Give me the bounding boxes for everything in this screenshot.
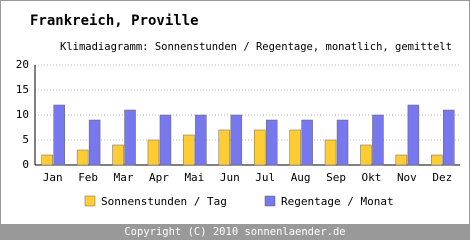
x-tick-label: Nov bbox=[397, 171, 417, 184]
x-tick-label: Aug bbox=[291, 171, 311, 184]
bar bbox=[230, 114, 243, 166]
bar bbox=[195, 114, 207, 166]
bar bbox=[76, 149, 89, 166]
bar bbox=[431, 154, 443, 166]
bar bbox=[395, 154, 408, 166]
bar bbox=[147, 139, 160, 166]
x-tick-label: Jun bbox=[220, 171, 240, 184]
y-tick-label: 20 bbox=[16, 58, 29, 71]
legend-label: Sonnenstunden / Tag bbox=[101, 195, 227, 208]
bar bbox=[159, 114, 172, 166]
x-tick-label: Dez bbox=[432, 171, 452, 184]
x-tick-label: Jan bbox=[43, 171, 63, 184]
bar bbox=[112, 144, 124, 166]
x-tick-label: Feb bbox=[78, 171, 98, 184]
bar bbox=[88, 119, 101, 166]
bar bbox=[124, 109, 136, 166]
bar bbox=[360, 144, 372, 166]
y-tick-label: 15 bbox=[16, 83, 29, 96]
legend-swatch bbox=[264, 195, 276, 207]
footer-bar bbox=[0, 224, 470, 240]
chart-subtitle: Klimadiagramm: Sonnenstunden / Regentage… bbox=[60, 41, 452, 53]
bar bbox=[218, 129, 231, 166]
bar bbox=[289, 129, 301, 166]
bar bbox=[407, 104, 420, 166]
bar bbox=[301, 119, 313, 166]
bar bbox=[372, 114, 384, 166]
legend-label: Regentage / Monat bbox=[281, 195, 394, 208]
x-tick-label: Jul bbox=[255, 171, 275, 184]
x-tick-label: Apr bbox=[149, 171, 169, 184]
y-tick-label: 5 bbox=[22, 133, 29, 146]
y-tick-label: 0 bbox=[22, 158, 29, 171]
x-tick-label: Sep bbox=[326, 171, 346, 184]
chart-title: Frankreich, Proville bbox=[30, 13, 199, 29]
bar bbox=[336, 119, 349, 166]
x-tick-label: Mai bbox=[184, 171, 204, 184]
bar bbox=[41, 154, 53, 166]
legend-swatch bbox=[84, 195, 96, 207]
x-tick-label: Mar bbox=[114, 171, 134, 184]
bar bbox=[183, 134, 195, 166]
y-tick-label: 10 bbox=[16, 108, 29, 121]
footer: Copyright (C) 2010 sonnenlaender.de bbox=[124, 226, 345, 238]
x-tick-label: Okt bbox=[362, 171, 382, 184]
bar bbox=[265, 119, 278, 166]
bar bbox=[53, 104, 65, 166]
bar bbox=[253, 129, 266, 166]
bar bbox=[324, 139, 337, 166]
bar bbox=[443, 109, 455, 166]
